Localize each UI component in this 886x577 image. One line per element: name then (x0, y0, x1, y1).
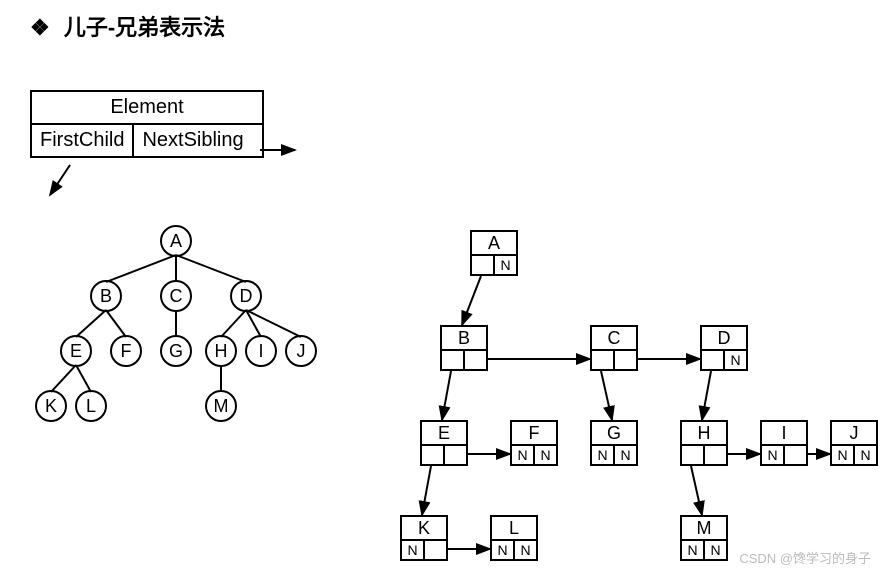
tree-node-E: E (60, 335, 92, 367)
box-node-label: L (492, 517, 536, 541)
firstchild-cell: N (682, 541, 705, 559)
box-node-K: KN (400, 515, 448, 561)
bullet-icon: ❖ (30, 15, 50, 41)
box-node-G: GNN (590, 420, 638, 466)
box-node-label: K (402, 517, 446, 541)
box-node-F: FNN (510, 420, 558, 466)
box-node-pointers: N (702, 351, 746, 369)
firstchild-cell: N (762, 446, 785, 464)
struct-nextsibling-label: NextSibling (134, 125, 251, 156)
firstchild-cell: N (402, 541, 425, 559)
node-struct-diagram: Element FirstChild NextSibling (30, 90, 264, 158)
box-node-E: E (420, 420, 468, 466)
box-node-pointers: N (472, 256, 516, 274)
box-node-label: B (442, 327, 486, 351)
nextsibling-cell: N (615, 446, 636, 464)
box-node-label: F (512, 422, 556, 446)
nextsibling-cell: N (855, 446, 876, 464)
box-node-pointers (682, 446, 726, 464)
box-node-M: MNN (680, 515, 728, 561)
box-node-label: G (592, 422, 636, 446)
nextsibling-cell: N (535, 446, 556, 464)
box-node-label: J (832, 422, 876, 446)
page-title: ❖ 儿子-兄弟表示法 (30, 10, 225, 42)
box-node-pointers (592, 351, 636, 369)
box-node-pointers (442, 351, 486, 369)
box-node-pointers: N (402, 541, 446, 559)
watermark: CSDN @馋学习的身子 (739, 548, 871, 567)
box-node-label: M (682, 517, 726, 541)
tree-node-I: I (245, 335, 277, 367)
box-node-J: JNN (830, 420, 878, 466)
firstchild-cell: N (492, 541, 515, 559)
box-node-D: DN (700, 325, 748, 371)
nextsibling-cell (705, 446, 726, 464)
box-node-pointers: NN (682, 541, 726, 559)
nextsibling-cell (465, 351, 486, 369)
box-node-label: I (762, 422, 806, 446)
struct-row: FirstChild NextSibling (32, 125, 262, 156)
box-node-A: AN (470, 230, 518, 276)
tree-node-G: G (160, 335, 192, 367)
tree-node-H: H (205, 335, 237, 367)
box-node-I: IN (760, 420, 808, 466)
nextsibling-cell (615, 351, 636, 369)
tree-node-L: L (75, 390, 107, 422)
box-node-label: H (682, 422, 726, 446)
tree-node-A: A (160, 225, 192, 257)
tree-node-K: K (35, 390, 67, 422)
firstchild-cell: N (512, 446, 535, 464)
box-node-pointers: NN (492, 541, 536, 559)
box-arrows (360, 225, 880, 565)
tree-node-F: F (110, 335, 142, 367)
firstchild-cell: N (592, 446, 615, 464)
firstchild-cell (472, 256, 495, 274)
box-node-B: B (440, 325, 488, 371)
nextsibling-cell: N (705, 541, 726, 559)
firstchild-cell (442, 351, 465, 369)
box-node-H: H (680, 420, 728, 466)
struct-firstchild-label: FirstChild (32, 125, 134, 156)
struct-arrows (0, 0, 886, 577)
box-node-label: A (472, 232, 516, 256)
firstchild-cell (422, 446, 445, 464)
firstchild-cell (702, 351, 725, 369)
tree-node-J: J (285, 335, 317, 367)
box-node-pointers: NN (832, 446, 876, 464)
nextsibling-cell (425, 541, 446, 559)
tree-node-C: C (160, 280, 192, 312)
nextsibling-cell: N (495, 256, 516, 274)
firstchild-cell (682, 446, 705, 464)
tree-node-M: M (205, 390, 237, 422)
box-node-pointers: NN (512, 446, 556, 464)
box-node-label: C (592, 327, 636, 351)
firstchild-cell: N (832, 446, 855, 464)
tree-node-B: B (90, 280, 122, 312)
title-text: 儿子-兄弟表示法 (64, 15, 225, 40)
nextsibling-cell (445, 446, 466, 464)
nextsibling-cell (785, 446, 806, 464)
box-node-pointers: NN (592, 446, 636, 464)
firstchild-cell (592, 351, 615, 369)
struct-element-label: Element (32, 92, 262, 125)
box-node-label: E (422, 422, 466, 446)
box-node-L: LNN (490, 515, 538, 561)
nextsibling-cell: N (725, 351, 746, 369)
box-node-pointers: N (762, 446, 806, 464)
box-node-label: D (702, 327, 746, 351)
tree-node-D: D (230, 280, 262, 312)
box-node-pointers (422, 446, 466, 464)
box-node-C: C (590, 325, 638, 371)
nextsibling-cell: N (515, 541, 536, 559)
